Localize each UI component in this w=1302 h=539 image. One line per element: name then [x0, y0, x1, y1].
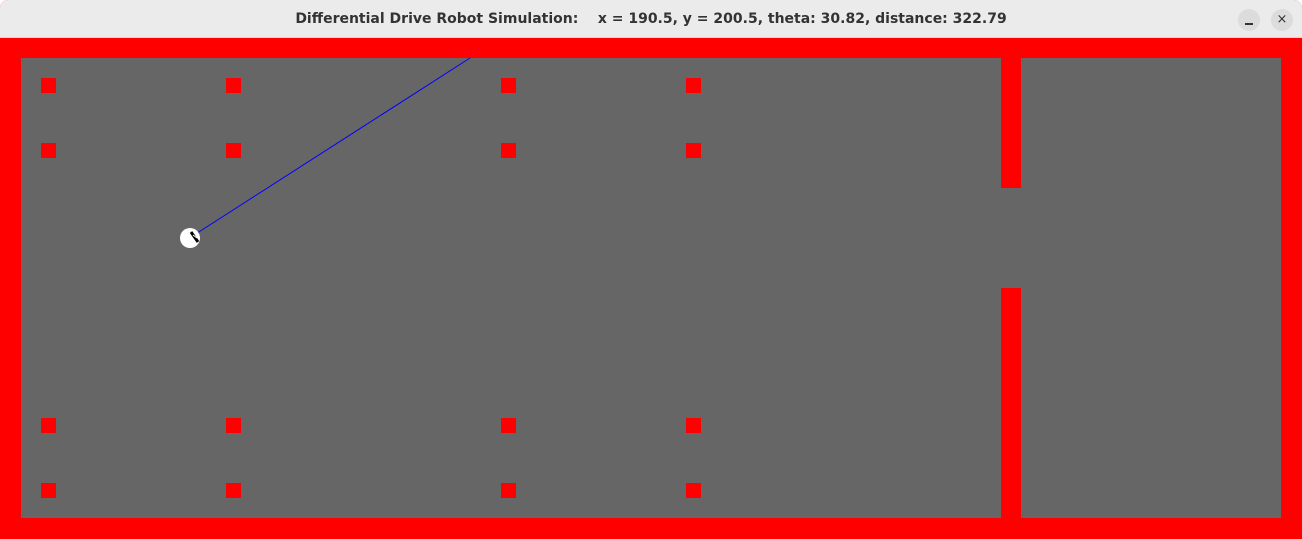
divider-wall-lower	[1001, 288, 1021, 518]
obstacle	[501, 78, 516, 93]
simulation-canvas[interactable]	[0, 38, 1302, 539]
obstacle	[501, 143, 516, 158]
minimize-icon	[1245, 23, 1253, 25]
minimize-button[interactable]	[1238, 9, 1260, 31]
divider-wall-upper	[1001, 58, 1021, 188]
obstacle	[226, 483, 241, 498]
obstacle	[226, 418, 241, 433]
obstacle	[501, 418, 516, 433]
obstacle	[41, 143, 56, 158]
obstacle	[686, 418, 701, 433]
title-bar[interactable]: Differential Drive Robot Simulation: x =…	[0, 0, 1302, 38]
obstacle	[686, 78, 701, 93]
robot-heading-marker	[192, 234, 198, 239]
obstacle	[501, 483, 516, 498]
obstacle	[41, 78, 56, 93]
robot-overlay	[180, 57, 471, 248]
obstacle	[41, 483, 56, 498]
distance-sensor-ray	[190, 57, 471, 238]
window-title: Differential Drive Robot Simulation: x =…	[295, 11, 1007, 27]
robot[interactable]	[180, 228, 200, 248]
robot-body	[180, 228, 200, 248]
obstacle	[41, 418, 56, 433]
obstacle	[686, 143, 701, 158]
robot-wheel	[189, 231, 200, 243]
obstacle	[686, 483, 701, 498]
close-button[interactable]: ×	[1271, 9, 1293, 31]
obstacle	[226, 143, 241, 158]
close-icon: ×	[1276, 12, 1288, 27]
obstacle	[226, 78, 241, 93]
arena-floor	[21, 58, 1281, 518]
